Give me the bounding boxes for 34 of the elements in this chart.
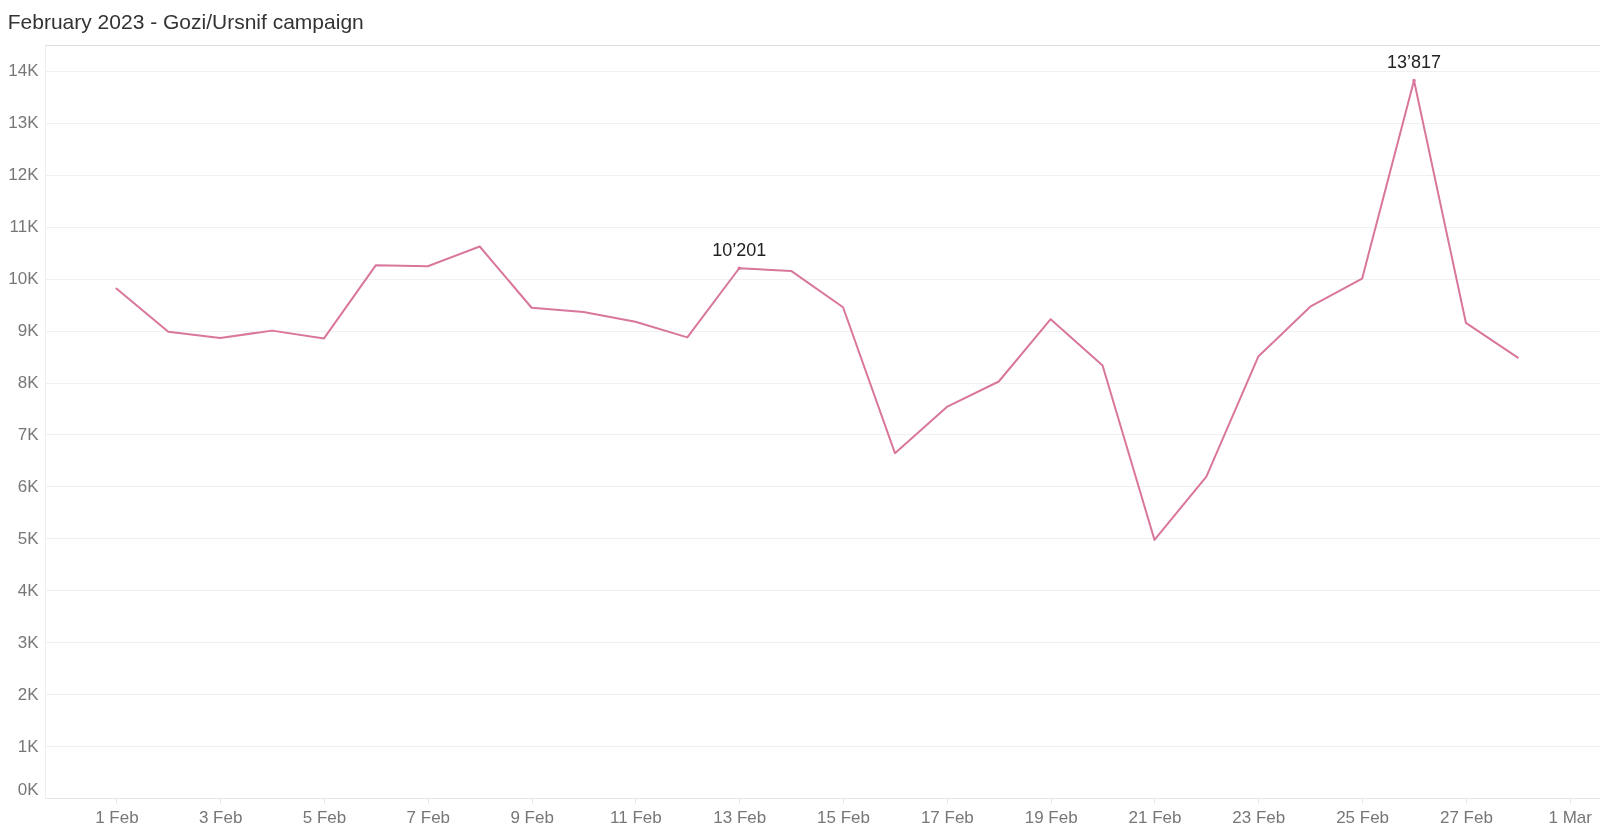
y-tick-label: 7K	[17, 424, 40, 444]
x-tick-label: 11 Feb	[610, 807, 662, 827]
y-tick-label: 14K	[8, 61, 40, 81]
y-tick-label: 9K	[17, 321, 40, 341]
y-tick-label: 4K	[17, 580, 40, 600]
x-tick-label: 3 Feb	[198, 807, 243, 827]
y-tick-label: 13K	[8, 113, 40, 133]
x-tick-label: 19 Feb	[1024, 807, 1078, 827]
annotation: 13’817	[1386, 52, 1442, 73]
line-series	[115, 79, 1519, 541]
annotation: 10’201	[712, 240, 767, 261]
x-tick-label: 5 Feb	[302, 807, 347, 827]
x-tick-label: 7 Feb	[406, 807, 451, 827]
x-tick-label: 1 Feb	[95, 807, 139, 827]
y-tick-label: 1K	[17, 736, 40, 756]
x-tick-label: 25 Feb	[1336, 807, 1390, 827]
x-tick-label: 17 Feb	[920, 807, 974, 827]
x-tick-label: 1 Mar	[1548, 807, 1593, 827]
x-tick-label: 27 Feb	[1439, 807, 1493, 827]
x-tick-label: 15 Feb	[817, 807, 871, 827]
y-tick-label: 0K	[17, 779, 40, 799]
y-tick-label: 6K	[17, 476, 40, 496]
chart-title: February 2023 - Gozi/Ursnif campaign	[7, 10, 364, 33]
y-tick-label: 11K	[9, 217, 40, 237]
y-tick-label: 2K	[17, 684, 40, 704]
x-tick-label: 23 Feb	[1232, 807, 1286, 827]
y-tick-label: 5K	[17, 528, 40, 548]
y-tick-label: 12K	[8, 165, 40, 185]
x-tick-label: 9 Feb	[510, 807, 554, 827]
y-tick-label: 8K	[17, 373, 40, 393]
x-tick-label: 21 Feb	[1128, 807, 1182, 827]
x-tick-label: 13 Feb	[713, 807, 767, 827]
y-tick-label: 3K	[17, 632, 40, 652]
y-tick-label: 10K	[8, 269, 40, 289]
